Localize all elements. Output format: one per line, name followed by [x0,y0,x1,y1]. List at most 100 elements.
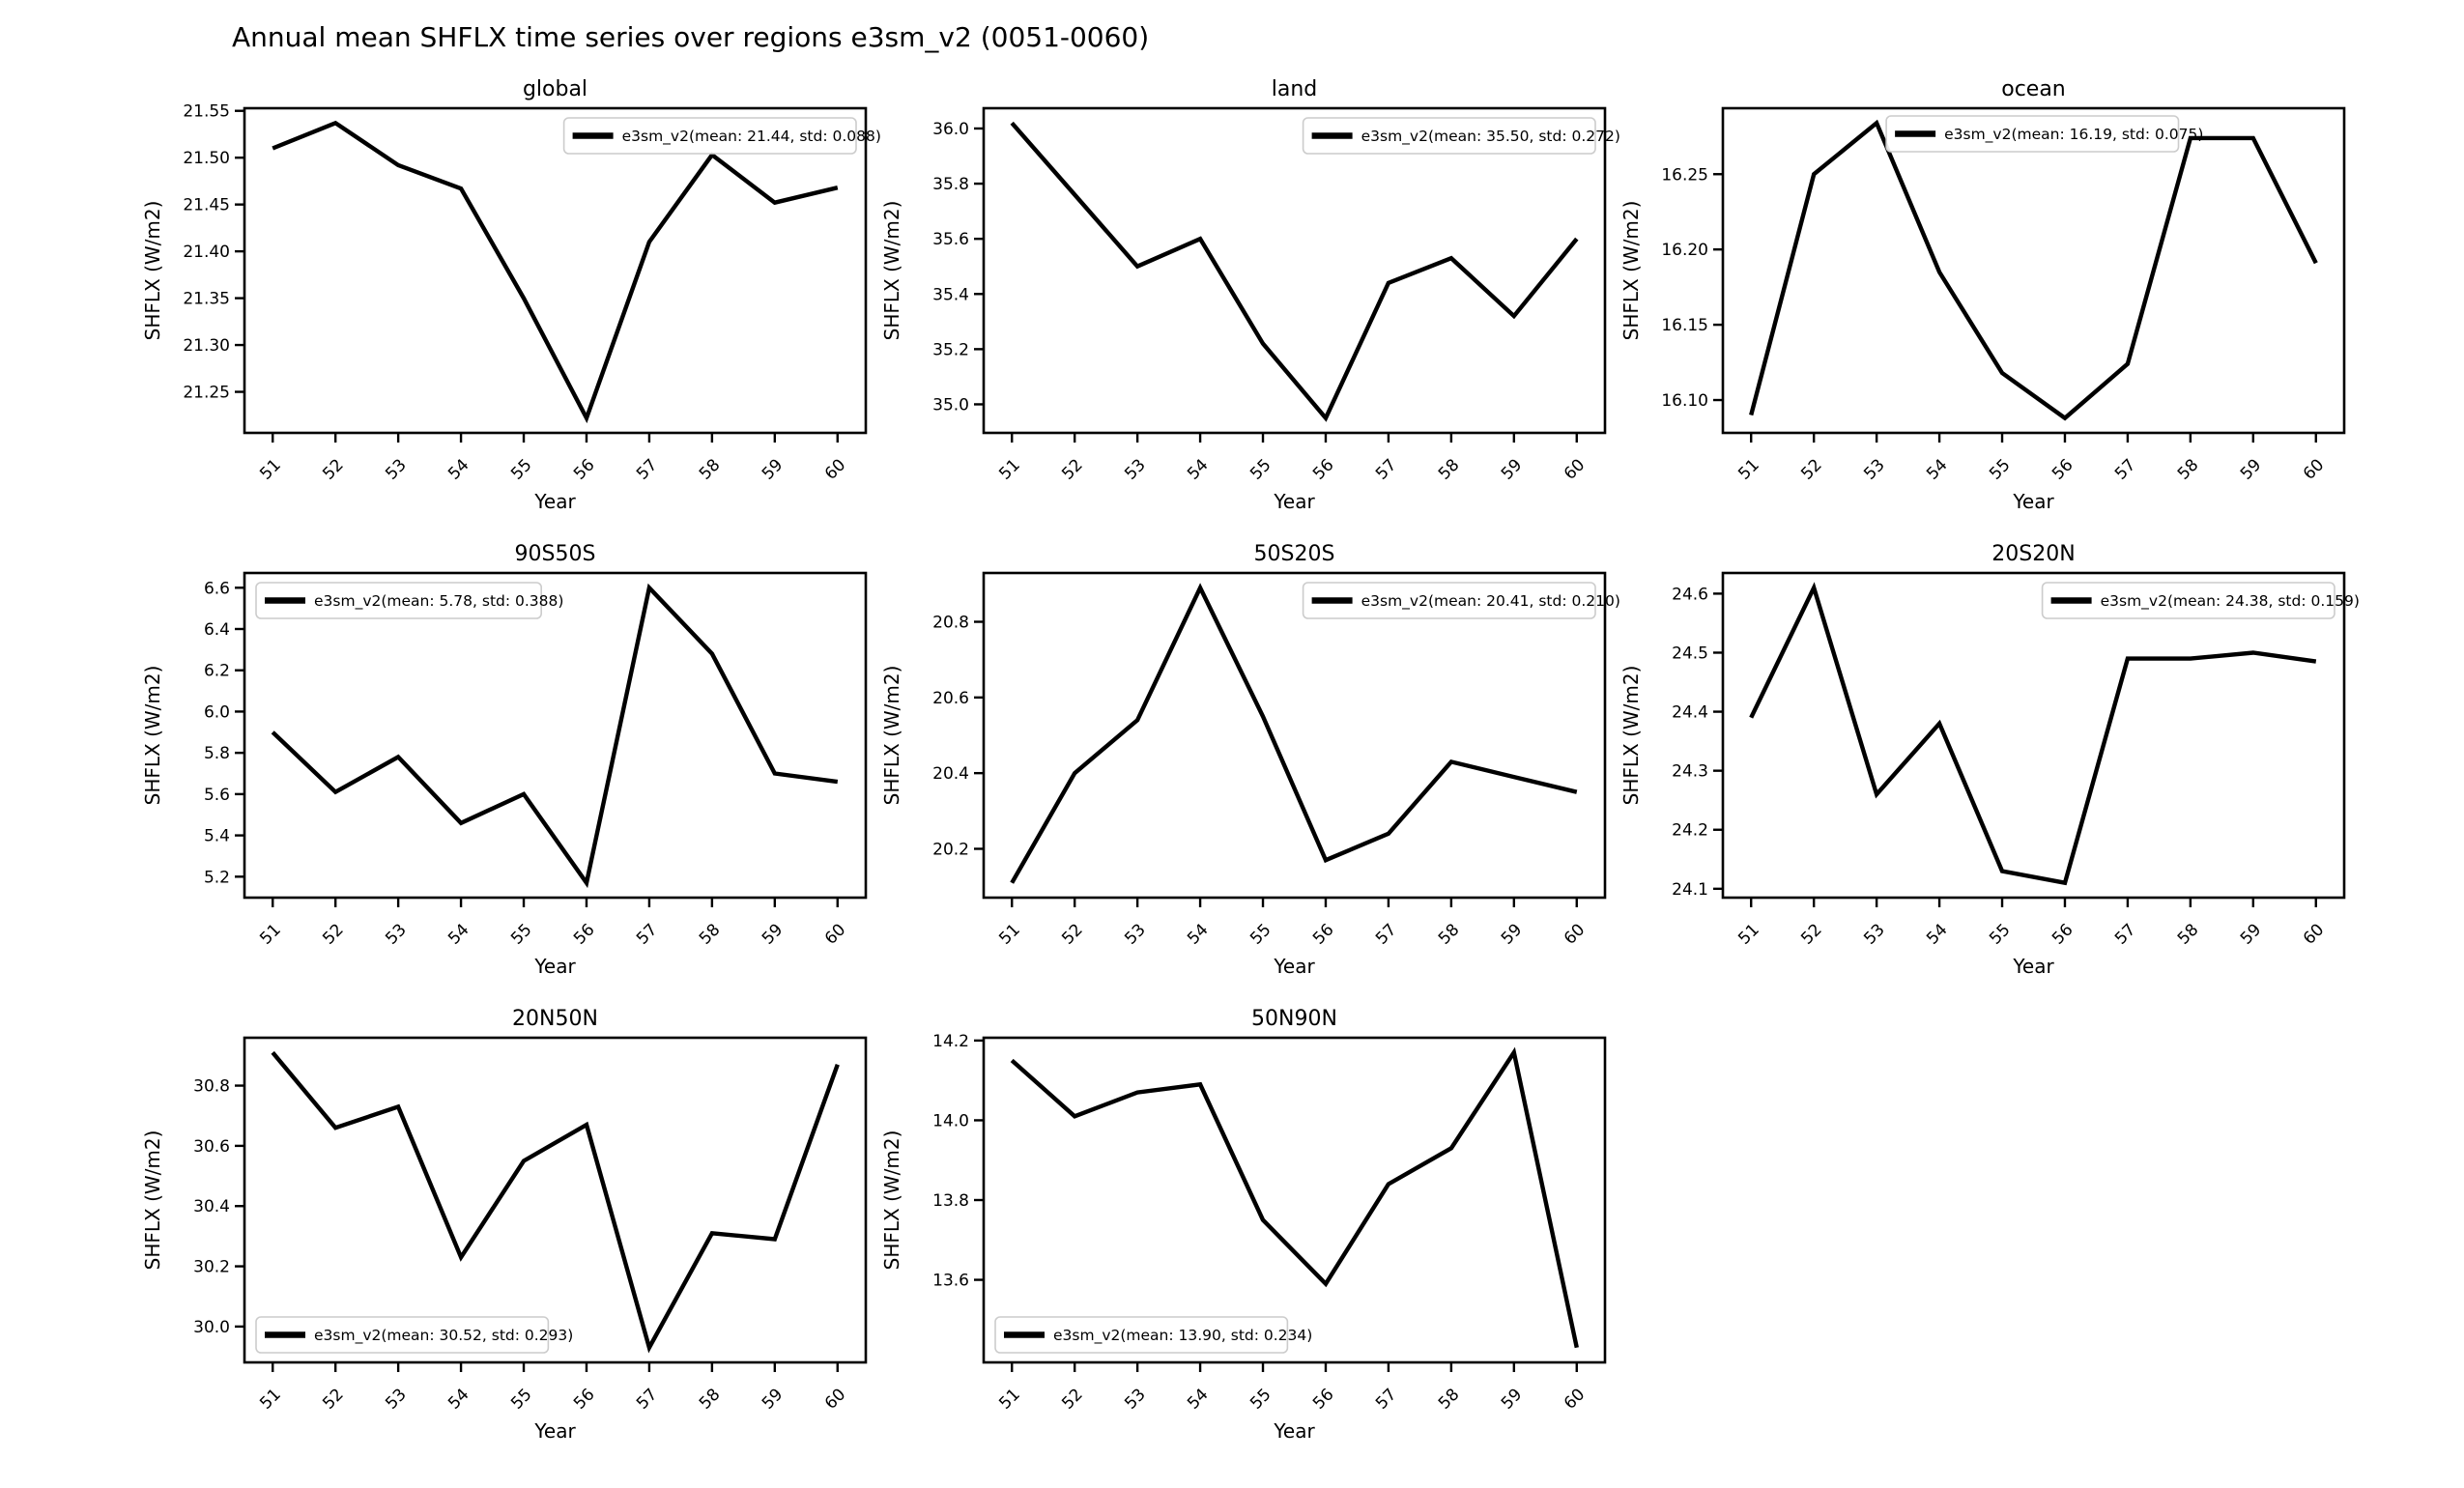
axes-spines [243,1036,868,1364]
subplot-title: land [1272,77,1318,101]
x-tick-label: 55 [1986,920,2014,948]
y-tick-label: 24.3 [1672,762,1708,782]
x-axis-label: Year [2012,490,2054,513]
y-tick-label: 24.5 [1672,644,1708,663]
x-tick-label: 53 [1121,455,1149,483]
x-tick-label: 59 [2237,920,2265,948]
x-axis-label: Year [1273,955,1315,978]
legend: e3sm_v2(mean: 24.38, std: 0.159) [2041,582,2360,619]
y-tick-label: 16.10 [1661,391,1708,411]
subplot-title: global [523,77,587,101]
y-tick-label: 24.2 [1672,821,1708,841]
y-tick-label: 6.0 [204,702,230,722]
legend: e3sm_v2(mean: 16.19, std: 0.075) [1885,115,2203,153]
x-axis-label: Year [533,955,576,978]
x-tick-label: 57 [633,1385,661,1413]
y-tick-label: 35.6 [932,230,969,249]
legend-box [255,582,543,619]
y-tick-label: 5.2 [204,868,230,887]
legend-box [1885,115,2180,153]
y-tick-label: 20.8 [932,614,969,633]
x-tick-label: 56 [570,1385,598,1413]
data-line-e3sm_v2 [1749,582,2317,886]
x-tick-label: 58 [696,1385,724,1413]
y-tick-label: 13.6 [932,1272,969,1291]
y-tick-label: 35.0 [932,395,969,415]
subplot-title: ocean [2001,77,2066,101]
y-tick-label: 21.45 [183,196,230,215]
x-tick-label: 53 [382,920,410,948]
x-tick-label: 57 [633,920,661,948]
subplot-title: 90S50S [515,542,596,566]
y-axis-label: SHFLX (W/m2) [141,201,164,341]
axes-spines [243,106,868,435]
y-tick-label: 30.0 [193,1318,230,1337]
x-tick-label: 55 [1986,455,2014,483]
x-tick-label: 51 [256,1385,284,1413]
x-tick-label: 57 [2111,920,2139,948]
subplot-20N50N: 20N50N 30.0 30.2 30.4 30.6 30.8 51 52 53 54 55 56 57… [141,1007,868,1443]
y-tick-label: 16.20 [1661,241,1708,260]
y-tick-label: 14.0 [932,1111,969,1130]
x-tick-label: 51 [1734,455,1762,483]
x-tick-label: 56 [1309,920,1337,948]
x-axis-label: Year [533,490,576,513]
legend-label: e3sm_v2(mean: 30.52, std: 0.293) [314,1327,573,1345]
x-tick-label: 59 [1498,920,1526,948]
subplot-land: land 35.0 35.2 35.4 35.6 35.8 36.0 51 52 53 54 55 56… [880,77,1620,513]
legend-label: e3sm_v2(mean: 16.19, std: 0.075) [1944,126,2203,144]
x-tick-label: 54 [444,920,473,948]
legend-label: e3sm_v2(mean: 24.38, std: 0.159) [2101,592,2360,611]
x-tick-label: 54 [1184,1385,1212,1413]
figure-title: Annual mean SHFLX time series over regio… [232,21,1150,53]
axes-spines [982,1036,1607,1364]
x-axis-label: Year [2012,955,2054,978]
legend-label: e3sm_v2(mean: 13.90, std: 0.234) [1053,1327,1312,1345]
axes-spines [243,571,868,900]
x-tick-label: 55 [507,920,535,948]
y-tick-label: 6.2 [204,662,230,681]
y-axis-label: SHFLX (W/m2) [880,1130,903,1271]
x-tick-label: 57 [1372,1385,1400,1413]
legend-label: e3sm_v2(mean: 5.78, std: 0.388) [314,592,563,611]
x-tick-label: 59 [1498,1385,1526,1413]
x-tick-label: 53 [1860,920,1888,948]
y-tick-label: 16.25 [1661,165,1708,185]
x-tick-label: 55 [1246,920,1275,948]
y-tick-label: 24.6 [1672,585,1708,604]
legend-label: e3sm_v2(mean: 20.41, std: 0.210) [1361,592,1620,611]
x-tick-label: 51 [256,920,284,948]
legend: e3sm_v2(mean: 13.90, std: 0.234) [994,1316,1312,1354]
x-tick-label: 53 [1860,455,1888,483]
x-tick-label: 55 [1246,1385,1275,1413]
x-tick-label: 59 [759,920,787,948]
legend-box [994,1316,1289,1354]
x-tick-label: 56 [2049,920,2077,948]
subplot-20S20N: 20S20N 24.1 24.2 24.3 24.4 24.5 24.6 51 52 53 54 55… [1619,542,2360,978]
x-tick-label: 56 [2049,455,2077,483]
x-tick-label: 53 [1121,920,1149,948]
y-axis-label: SHFLX (W/m2) [880,666,903,806]
y-tick-label: 24.1 [1672,880,1708,900]
y-tick-label: 36.0 [932,120,969,139]
x-tick-label: 53 [382,1385,410,1413]
x-tick-label: 54 [1923,920,1951,948]
data-line-e3sm_v2 [1010,121,1579,422]
data-line-e3sm_v2 [1010,583,1578,884]
x-tick-label: 60 [821,455,849,483]
axes-spines [982,571,1607,900]
subplot-50N90N: 50N90N 13.6 13.8 14.0 14.2 51 52 53 54 55 56 57 58 59… [880,1007,1607,1443]
subplot-global: global 21.25 21.30 21.35 21.40 21.45 21.50 21.5… [141,77,881,513]
y-tick-label: 21.55 [183,102,230,122]
x-tick-label: 52 [1058,455,1086,483]
y-tick-label: 5.6 [204,786,230,805]
legend: e3sm_v2(mean: 30.52, std: 0.293) [255,1316,573,1354]
legend-box [1302,582,1596,619]
axes-spines [1721,571,2346,900]
subplot-title: 20N50N [512,1007,598,1031]
y-tick-label: 20.6 [932,689,969,708]
x-tick-label: 58 [1435,920,1463,948]
x-tick-label: 51 [256,455,284,483]
x-tick-label: 51 [1734,920,1762,948]
y-tick-label: 20.2 [932,840,969,859]
